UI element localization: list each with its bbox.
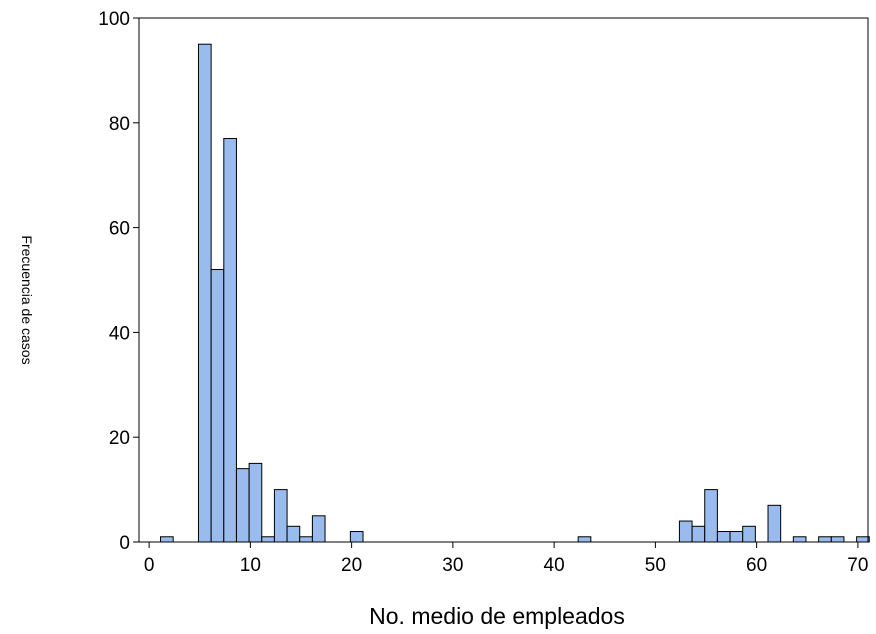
histogram-bar bbox=[716, 531, 731, 543]
x-tick-label: 0 bbox=[144, 555, 155, 576]
y-tick-label: 20 bbox=[109, 428, 130, 449]
histogram-bar bbox=[261, 536, 275, 543]
x-axis: 0 10 20 30 40 50 60 70 bbox=[144, 542, 868, 576]
histogram-bar bbox=[349, 531, 364, 543]
y-tick-label: 40 bbox=[109, 323, 130, 344]
histogram-bar bbox=[286, 525, 301, 543]
histogram-bar bbox=[691, 525, 706, 543]
x-tick-label: 50 bbox=[645, 555, 666, 576]
y-tick-label: 0 bbox=[119, 533, 130, 554]
histogram-bar bbox=[299, 536, 313, 543]
x-tick-label: 10 bbox=[240, 555, 261, 576]
histogram-bar bbox=[223, 138, 237, 543]
histogram-bar bbox=[210, 269, 225, 543]
histogram-bar bbox=[248, 462, 263, 543]
histogram-bar bbox=[311, 515, 326, 543]
y-axis: 0 20 40 60 80 100 bbox=[98, 9, 139, 554]
histogram-bar bbox=[235, 468, 250, 543]
x-tick-label: 20 bbox=[341, 555, 362, 576]
y-tick-label: 60 bbox=[109, 219, 130, 240]
histogram-bar bbox=[792, 536, 807, 543]
histogram-bar bbox=[577, 536, 592, 543]
histogram-bar bbox=[197, 43, 212, 543]
histogram-bar bbox=[818, 536, 832, 543]
histogram-bar bbox=[704, 489, 718, 543]
histogram-bar bbox=[678, 520, 693, 543]
histogram-bar bbox=[830, 536, 845, 543]
histogram-bar bbox=[729, 531, 744, 543]
x-axis-title: No. medio de empleados bbox=[369, 603, 625, 629]
y-axis-title: Frecuencia de casos bbox=[19, 235, 35, 364]
x-tick-label: 60 bbox=[746, 555, 767, 576]
bars-group bbox=[160, 43, 870, 543]
histogram-bar bbox=[742, 525, 756, 543]
histogram-bar bbox=[160, 536, 174, 543]
y-tick-label: 100 bbox=[98, 9, 130, 30]
histogram-bar bbox=[767, 504, 782, 543]
x-tick-label: 30 bbox=[442, 555, 463, 576]
x-tick-label: 70 bbox=[847, 555, 868, 576]
x-tick-label: 40 bbox=[544, 555, 565, 576]
histogram-bar bbox=[273, 489, 288, 543]
y-tick-label: 80 bbox=[109, 114, 130, 135]
plot-frame bbox=[138, 17, 869, 543]
histogram-bar bbox=[856, 536, 870, 543]
